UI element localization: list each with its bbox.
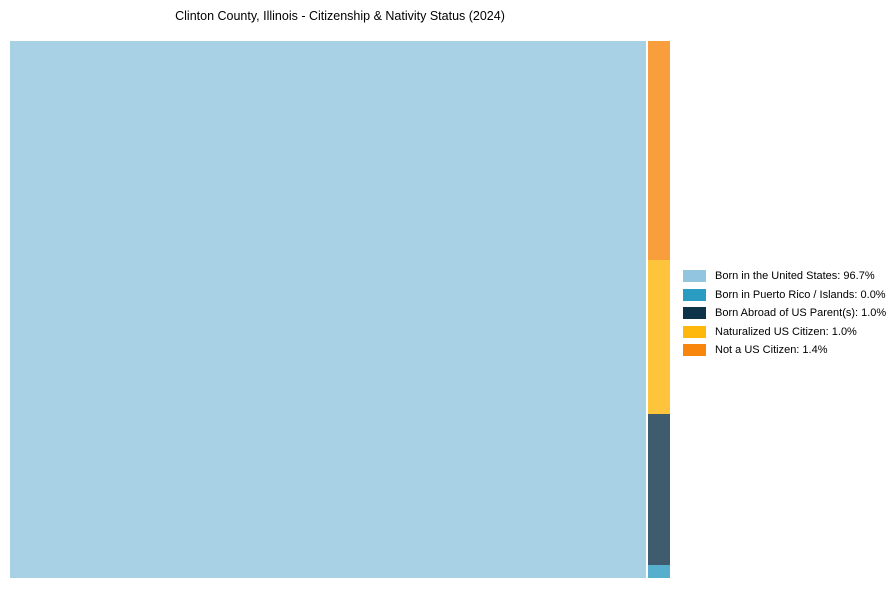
legend-swatch-born-abroad (683, 307, 706, 320)
chart-legend: Born in the United States: 96.7% Born in… (683, 267, 886, 360)
chart-title: Clinton County, Illinois - Citizenship &… (175, 9, 505, 23)
legend-swatch-born-in-puerto-rico (683, 288, 706, 301)
treemap-plot (10, 41, 670, 578)
treemap-rect-born-abroad-of-us-parents (648, 414, 670, 565)
treemap-rect-naturalized-us-citizen (648, 260, 670, 414)
legend-swatch-not-a-citizen (683, 344, 706, 357)
legend-item-born-abroad: Born Abroad of US Parent(s): 1.0% (683, 304, 886, 323)
legend-item-not-a-citizen: Not a US Citizen: 1.4% (683, 341, 886, 360)
legend-swatch-naturalized (683, 325, 706, 338)
legend-swatch-born-in-us (683, 270, 706, 283)
legend-item-born-in-puerto-rico: Born in Puerto Rico / Islands: 0.0% (683, 286, 886, 305)
treemap-rect-not-a-us-citizen (648, 41, 670, 260)
legend-label: Born Abroad of US Parent(s): 1.0% (715, 307, 887, 320)
legend-label: Not a US Citizen: 1.4% (715, 344, 828, 357)
legend-label: Born in Puerto Rico / Islands: 0.0% (715, 288, 886, 301)
legend-item-born-in-us: Born in the United States: 96.7% (683, 267, 886, 286)
treemap-rect-born-in-puerto-rico-islands (648, 565, 670, 578)
legend-item-naturalized: Naturalized US Citizen: 1.0% (683, 323, 886, 342)
treemap-rect-born-in-us (10, 41, 646, 578)
legend-label: Naturalized US Citizen: 1.0% (715, 325, 857, 338)
legend-label: Born in the United States: 96.7% (715, 270, 875, 283)
